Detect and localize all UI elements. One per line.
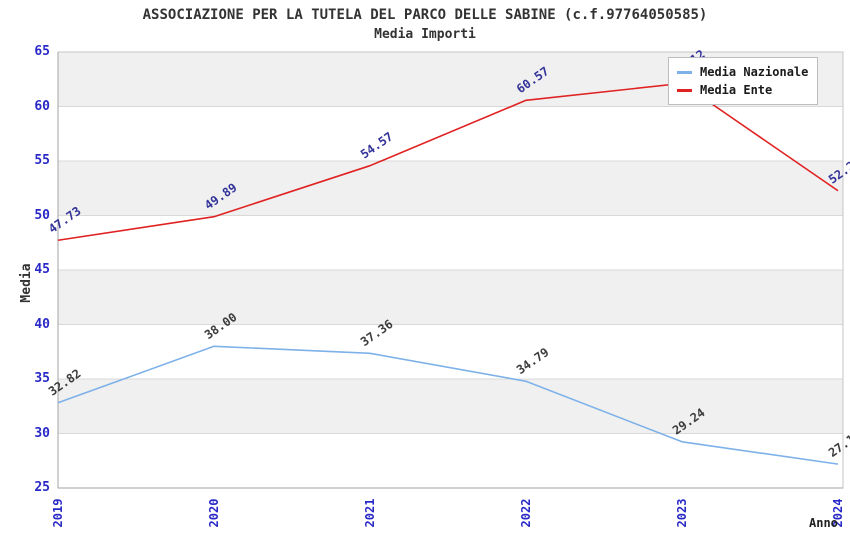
y-tick-label: 55	[34, 153, 50, 168]
y-tick-label: 45	[34, 262, 50, 277]
x-tick-label: 2021	[363, 498, 377, 528]
y-tick-label: 25	[34, 480, 50, 495]
legend-swatch-blue-line-icon	[677, 70, 692, 74]
plot-band	[58, 324, 843, 379]
plot-band	[58, 106, 843, 161]
y-tick-label: 50	[34, 207, 50, 223]
legend-item-media-ente: Media Ente	[677, 81, 808, 99]
legend-label: Media Nazionale	[700, 65, 809, 79]
y-tick-label: 60	[34, 98, 50, 114]
x-tick-label: 2019	[51, 498, 65, 528]
plot-band	[58, 379, 843, 434]
plot-band	[58, 270, 843, 325]
legend-item-media-nazionale: Media Nazionale	[677, 63, 808, 81]
legend-swatch-red-line-icon	[677, 88, 692, 92]
legend-label: Media Ente	[700, 83, 773, 97]
y-tick-label: 40	[34, 316, 50, 332]
chart-title: ASSOCIAZIONE PER LA TUTELA DEL PARCO DEL…	[142, 7, 708, 23]
y-tick-label: 35	[34, 371, 50, 386]
x-axis-title: Anno	[809, 516, 838, 530]
x-tick-label: 2022	[519, 498, 533, 528]
x-tick-label: 2023	[675, 498, 689, 528]
series-line-media-nazionale	[57, 345, 839, 465]
y-tick-label: 65	[34, 44, 50, 59]
x-tick-label: 2020	[207, 498, 221, 528]
y-tick-label: 30	[34, 425, 50, 441]
plot-band	[58, 215, 843, 270]
legend: Media Nazionale Media Ente	[668, 57, 819, 105]
plot-band	[58, 161, 843, 216]
chart-subtitle: Media Importi	[374, 27, 476, 42]
plot-band	[58, 433, 843, 488]
